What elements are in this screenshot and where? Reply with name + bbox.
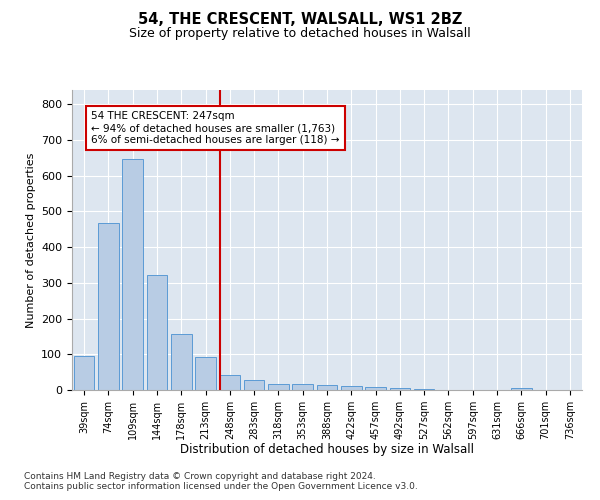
Text: Contains public sector information licensed under the Open Government Licence v3: Contains public sector information licen… xyxy=(24,482,418,491)
Y-axis label: Number of detached properties: Number of detached properties xyxy=(26,152,35,328)
Bar xyxy=(244,380,265,390)
Bar xyxy=(511,388,532,390)
Bar xyxy=(341,386,362,390)
Bar xyxy=(146,274,167,390)
Text: Contains HM Land Registry data © Crown copyright and database right 2024.: Contains HM Land Registry data © Crown c… xyxy=(24,472,376,481)
Bar xyxy=(220,374,240,390)
Text: 54 THE CRESCENT: 247sqm
← 94% of detached houses are smaller (1,763)
6% of semi-: 54 THE CRESCENT: 247sqm ← 94% of detache… xyxy=(91,112,340,144)
Text: Distribution of detached houses by size in Walsall: Distribution of detached houses by size … xyxy=(180,442,474,456)
Bar xyxy=(171,334,191,390)
Text: 54, THE CRESCENT, WALSALL, WS1 2BZ: 54, THE CRESCENT, WALSALL, WS1 2BZ xyxy=(138,12,462,28)
Bar xyxy=(98,223,119,390)
Bar xyxy=(268,384,289,390)
Bar xyxy=(292,384,313,390)
Bar xyxy=(317,384,337,390)
Bar xyxy=(195,357,216,390)
Bar xyxy=(74,356,94,390)
Bar xyxy=(122,158,143,390)
Bar xyxy=(389,388,410,390)
Text: Size of property relative to detached houses in Walsall: Size of property relative to detached ho… xyxy=(129,28,471,40)
Bar xyxy=(365,387,386,390)
